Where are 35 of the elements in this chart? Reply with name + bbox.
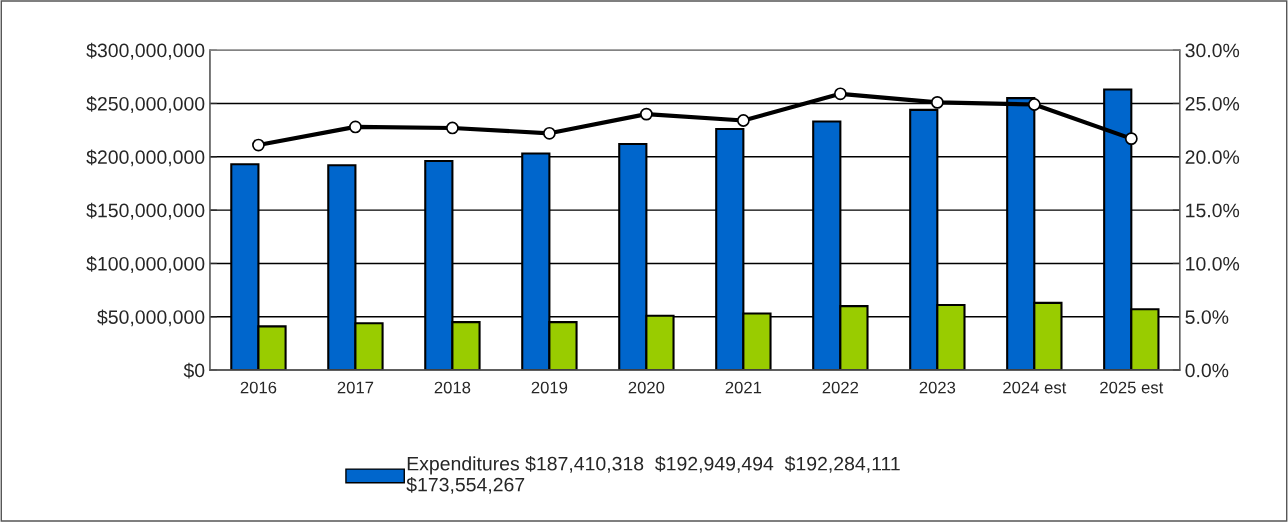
x-tick-label: 2017: [337, 381, 374, 394]
y2-tick-label: 25.0%: [1185, 96, 1240, 111]
x-tick-label: 2025 est: [1100, 381, 1164, 394]
point: [349, 120, 362, 134]
y-tick-label: $100,000,000: [86, 256, 205, 273]
y2-tick-label: 30.0%: [1185, 43, 1240, 58]
y2-tick-label: 10.0%: [1186, 256, 1240, 271]
point: [1124, 132, 1138, 146]
y2-tick-label: 15.0%: [1186, 203, 1240, 218]
y-tick-label: $200,000,000: [86, 149, 205, 167]
point: [543, 126, 556, 140]
point: [252, 138, 265, 152]
x-tick-label: 2018: [434, 381, 471, 394]
y-tick-label: $150,000,000: [86, 202, 205, 220]
point: [736, 114, 750, 127]
y-tick-label: $50,000,000: [97, 309, 205, 327]
y-tick-label: $0: [183, 362, 205, 379]
x-tick-label: 2016: [240, 381, 277, 394]
y-tick-label: $300,000,000: [86, 42, 205, 60]
y2-tick-label: 5.0%: [1185, 310, 1229, 324]
x-tick-label: 2023: [919, 381, 956, 394]
x-tick-label: 2021: [725, 381, 762, 394]
y-tick-label: $250,000,000: [86, 96, 205, 113]
x-tick-label: 2020: [628, 381, 665, 394]
x-tick-label: 2024 est: [1003, 381, 1067, 394]
point: [639, 107, 653, 121]
x-tick-label: 2019: [531, 381, 568, 394]
point: [930, 95, 944, 109]
legend-label: Expenditures $187,410,318 $192,949,494 $192,284,111 $173,554,267: [406, 455, 900, 494]
point: [446, 121, 459, 135]
y2-tick-label: 0.0%: [1185, 363, 1229, 378]
y2-tick-label: 20.0%: [1185, 150, 1240, 165]
point: [833, 87, 847, 101]
x-tick-label: 2022: [822, 381, 859, 394]
point: [1027, 98, 1041, 111]
